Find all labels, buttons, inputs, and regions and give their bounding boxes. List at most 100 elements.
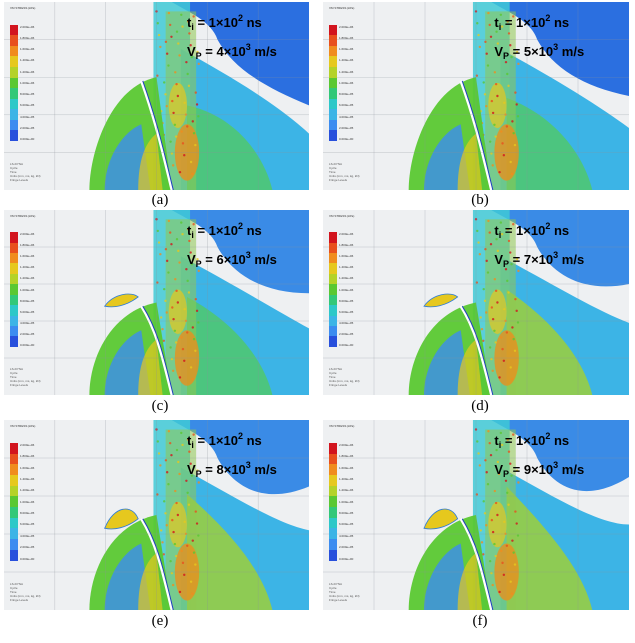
- simulation-panel: VM STRESS (kPa) 2.000e+06 1.800e+06 1.600e+…: [323, 420, 629, 610]
- legend-tick-label: 1.400e+06: [339, 265, 354, 270]
- legend-tick-label: 1.600e+06: [20, 465, 35, 470]
- footnote-line: Units (mm, ms, kg, kN): [10, 594, 41, 598]
- time-symbol: t: [187, 223, 192, 238]
- time-unit: ns: [242, 433, 262, 448]
- legend-swatch: [10, 45, 18, 57]
- legend-tick-label: 1.600e+06: [339, 47, 354, 52]
- legend-swatch: [10, 315, 18, 326]
- legend-tick-label: 1.600e+06: [20, 47, 35, 52]
- time-label: ti = 1×102 ns: [187, 426, 277, 455]
- legend-swatch: [10, 119, 18, 131]
- legend-swatch: [329, 496, 337, 508]
- time-value: = 1×10: [193, 433, 238, 448]
- legend-swatch: [329, 232, 337, 243]
- footnote-line: Units (mm, ms, kg, kN): [329, 174, 360, 178]
- simulation-panel: VM STRESS (kPa) 2.000e+06 1.800e+06 1.600e+…: [323, 210, 629, 395]
- velocity-symbol: V: [187, 252, 196, 267]
- legend-colorbar: [329, 24, 337, 142]
- legend-tick-label: 4.000e+05: [20, 114, 35, 119]
- time-symbol: t: [494, 223, 499, 238]
- legend-tick-label: 4.000e+05: [339, 320, 354, 325]
- footnote-line: Fringe Levels: [329, 178, 348, 182]
- legend-tick-label: 1.800e+06: [339, 35, 354, 40]
- legend-tick-label: 4.000e+05: [339, 114, 354, 119]
- legend-tick-label: 0.000e+00: [339, 137, 354, 142]
- velocity-symbol: V: [494, 252, 504, 267]
- legend-swatch: [329, 336, 337, 347]
- legend-tick-label: 1.800e+06: [339, 454, 354, 459]
- legend-ticks: 2.000e+06 1.800e+06 1.600e+06 1.400e+06 1.20…: [339, 25, 359, 142]
- legend-ticks: 2.000e+06 1.800e+06 1.600e+06 1.400e+06 1.20…: [339, 443, 359, 561]
- legend-swatch: [10, 77, 18, 89]
- legend-swatch: [10, 336, 18, 347]
- velocity-unit: m/s: [558, 44, 585, 59]
- legend-swatch: [10, 66, 18, 78]
- velocity-unit: m/s: [250, 462, 277, 477]
- legend-swatch: [329, 109, 337, 120]
- velocity-symbol: V: [494, 462, 504, 477]
- legend-tick-label: 1.000e+06: [339, 287, 354, 292]
- legend-tick-label: 4.000e+05: [20, 533, 35, 538]
- legend-tick-label: 1.200e+06: [339, 276, 354, 281]
- velocity-symbol: V: [187, 462, 196, 477]
- legend-tick-label: 1.200e+06: [339, 488, 354, 493]
- footnote-line: Units (mm, ms, kg, kN): [329, 594, 360, 598]
- condition-label: ti = 1×102 ns VP = 4×103 m/s: [187, 8, 277, 66]
- time-exponent: 2: [237, 431, 243, 441]
- time-label: ti = 1×102 ns: [494, 426, 584, 455]
- footnote-line: Cycle: [10, 586, 18, 590]
- simulation-panel: VM STRESS (kPa) 2.000e+06 1.800e+06 1.600e+…: [4, 2, 309, 190]
- legend-tick-label: 1.800e+06: [20, 243, 35, 248]
- legend-swatch: [10, 474, 18, 486]
- legend-tick-label: 1.400e+06: [20, 476, 35, 481]
- velocity-label: VP = 7×103 m/s: [494, 245, 584, 274]
- legend-tick-label: 1.600e+06: [20, 254, 35, 259]
- software-footnote: LS-DYNA Cycle Time Units (mm, ms, kg, kN) Fr…: [10, 162, 50, 182]
- velocity-subscript: P: [195, 51, 202, 61]
- legend-tick-label: 1.200e+06: [20, 69, 35, 74]
- legend-tick-label: 2.000e+05: [20, 125, 35, 130]
- legend-swatch: [10, 109, 18, 120]
- legend-swatch: [10, 242, 18, 254]
- footnote-line: Fringe Levels: [329, 383, 348, 387]
- condition-label: ti = 1×102 ns VP = 9×103 m/s: [494, 426, 584, 484]
- legend-swatch: [329, 263, 337, 274]
- legend-tick-label: 1.000e+06: [339, 499, 354, 504]
- velocity-unit: m/s: [558, 252, 585, 267]
- footnote-line: Time: [329, 375, 336, 379]
- legend-swatch: [329, 517, 337, 529]
- legend-swatch: [329, 88, 337, 99]
- legend-tick-label: 2.000e+06: [339, 232, 354, 237]
- footnote-line: Cycle: [329, 371, 337, 375]
- legend-colorbar: [10, 442, 18, 561]
- legend-swatch: [10, 130, 18, 142]
- footnote-line: Time: [10, 590, 17, 594]
- time-subscript: i: [191, 230, 194, 240]
- velocity-exponent: 3: [245, 460, 251, 470]
- legend-swatch: [10, 273, 18, 285]
- footnote-line: Cycle: [10, 371, 18, 375]
- time-value: = 1×10: [501, 223, 546, 238]
- footnote-line: LS-DYNA: [10, 367, 24, 371]
- footnote-line: LS-DYNA: [329, 162, 343, 166]
- legend-tick-label: 6.000e+05: [20, 103, 35, 108]
- legend-swatch: [10, 485, 18, 497]
- stress-contour-field: [323, 420, 629, 610]
- panel-caption: (c): [151, 398, 169, 414]
- legend-swatch: [10, 56, 18, 67]
- footnote-line: Time: [10, 375, 17, 379]
- velocity-subscript: P: [195, 259, 202, 269]
- legend-swatch: [10, 517, 18, 529]
- legend-tick-label: 4.000e+05: [20, 320, 35, 325]
- legend-tick-label: 8.000e+05: [20, 511, 35, 516]
- legend-tick-label: 6.000e+05: [339, 309, 354, 314]
- time-label: ti = 1×102 ns: [187, 8, 277, 37]
- legend-swatch: [10, 507, 18, 518]
- legend-tick-label: 2.000e+06: [20, 232, 35, 237]
- time-subscript: i: [498, 22, 502, 32]
- legend-swatch: [329, 24, 337, 36]
- panel-caption: (a): [151, 192, 169, 208]
- time-label: ti = 1×102 ns: [494, 216, 584, 245]
- time-exponent: 2: [545, 431, 551, 441]
- time-unit: ns: [242, 223, 262, 238]
